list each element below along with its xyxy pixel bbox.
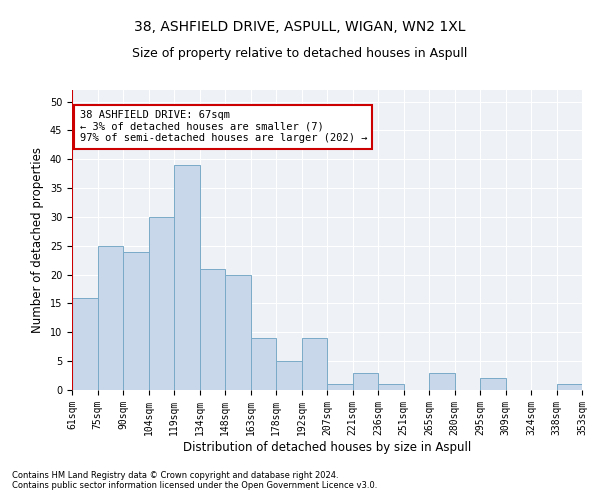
Bar [302, 338, 327, 390]
X-axis label: Distribution of detached houses by size in Aspull: Distribution of detached houses by size … [183, 440, 471, 454]
Bar [123, 252, 149, 390]
Bar [480, 378, 505, 390]
Text: Contains public sector information licensed under the Open Government Licence v3: Contains public sector information licen… [12, 481, 377, 490]
Text: Contains HM Land Registry data © Crown copyright and database right 2024.: Contains HM Land Registry data © Crown c… [12, 471, 338, 480]
Bar [378, 384, 404, 390]
Bar [276, 361, 302, 390]
Bar [429, 372, 455, 390]
Bar [327, 384, 353, 390]
Bar [251, 338, 276, 390]
Y-axis label: Number of detached properties: Number of detached properties [31, 147, 44, 333]
Bar [149, 217, 174, 390]
Text: Size of property relative to detached houses in Aspull: Size of property relative to detached ho… [133, 48, 467, 60]
Text: 38, ASHFIELD DRIVE, ASPULL, WIGAN, WN2 1XL: 38, ASHFIELD DRIVE, ASPULL, WIGAN, WN2 1… [134, 20, 466, 34]
Bar [557, 384, 582, 390]
Bar [199, 269, 225, 390]
Bar [225, 274, 251, 390]
Bar [174, 165, 199, 390]
Text: 38 ASHFIELD DRIVE: 67sqm
← 3% of detached houses are smaller (7)
97% of semi-det: 38 ASHFIELD DRIVE: 67sqm ← 3% of detache… [80, 110, 367, 144]
Bar [97, 246, 123, 390]
Bar [353, 372, 378, 390]
Bar [72, 298, 97, 390]
